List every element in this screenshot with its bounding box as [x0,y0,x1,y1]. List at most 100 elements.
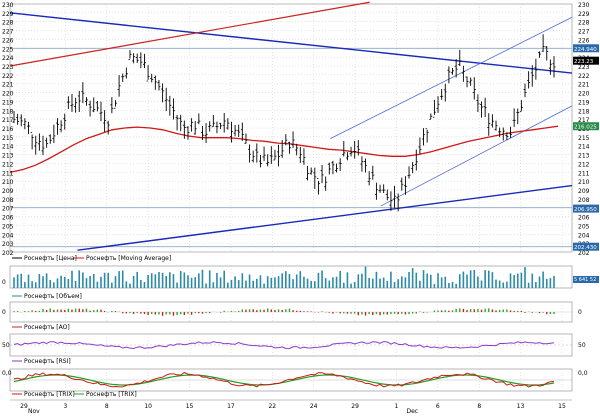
price-tag [573,204,599,213]
price-tag [573,242,599,251]
y-tick-label: 210 [578,179,590,186]
legend-ao: Роснефть [AO] [24,324,70,331]
y-tick-label-left: 216 [2,126,14,133]
trix-scale-left: 0,0 [2,370,12,377]
volume-tag-label: 5 641 52 [574,277,596,283]
x-tick-label: 1 [395,403,399,410]
y-tick-label: 205 [578,223,590,230]
legends: Роснефть [Цена] Роснефть [Moving Average]… [12,255,171,398]
moving-average-line [9,125,559,173]
x-tick-label: 6 [436,403,440,410]
channel-line-lower [380,105,573,207]
trix-scale-right: 0,0 [578,370,588,377]
y-tick-label: 228 [578,20,590,27]
trend-line-support [77,184,573,251]
y-tick-label: 220 [578,91,590,98]
y-tick-label-left: 203 [2,241,14,248]
y-tick-label: 208 [578,197,590,204]
ao-scale-right: 0 [578,309,582,316]
x-tick-label: 3 [63,403,67,410]
price-tag-label: 216.025 [574,125,597,131]
x-tick-label: 15 [186,403,194,410]
y-tick-label-left: 214 [2,144,14,151]
y-tick-label-left: 217 [2,117,14,124]
x-tick-label: 29 [20,403,28,410]
legend-trix: Роснефть [TRIX] [24,391,75,398]
y-tick-label: 215 [578,135,590,142]
x-tick-label: 17 [227,403,235,410]
y-tick-label: 202 [578,250,590,257]
rsi-scale-right: 50 [578,342,586,349]
y-tick-label: 218 [578,108,590,115]
y-tick-label-left: 230 [2,2,14,9]
legend-volume: Роснефть [Объем] [24,293,82,300]
y-tick-label-left: 220 [2,91,14,98]
y-tick-label-left: 224 [2,55,14,62]
y-tick-label: 212 [578,161,590,168]
rsi-line [13,341,555,350]
x-tick-label: 8 [105,403,109,410]
x-tick-label: 24 [310,403,318,410]
x-tick-label: 29 [351,403,359,410]
y-tick-label: 230 [578,2,590,9]
trend-line-resistance [9,12,573,74]
price-panel[interactable] [9,1,573,251]
y-tick-label-left: 213 [2,153,14,160]
x-tick-label: 22 [268,403,276,410]
x-tick-label: 15 [558,403,566,410]
price-tag [573,44,599,53]
y-tick-label: 227 [578,29,590,36]
y-tick-label-left: 205 [2,223,14,230]
y-tick-label-left: 210 [2,179,14,186]
legend-trix-2: Роснефть [TRIX] [86,391,137,398]
y-tick-label-left: 228 [2,20,14,27]
channel-line-upper [330,16,573,139]
y-tick-label-left: 218 [2,108,14,115]
volume-scale-left: 0 [2,279,6,286]
y-tick-label-left: 215 [2,135,14,142]
price-tag-label: 202.430 [574,245,597,251]
x-tick-label: 13 [517,403,525,410]
legend-rsi: Роснефть [RSI] [24,358,71,365]
indicator-panels[interactable] [10,266,572,388]
y-tick-label-left: 207 [2,206,14,213]
y-tick-label-left: 202 [2,250,14,257]
y-tick-label: 206 [578,215,590,222]
rsi-scale-left: 50 [2,342,10,349]
price-tag [573,122,599,131]
legend-price: Роснефть [Цена] [24,255,77,262]
y-tick-label-left: 226 [2,37,14,44]
y-tick-label-left: 229 [2,11,14,18]
volume-tag [573,276,599,283]
y-tick-label-left: 219 [2,99,14,106]
y-tick-label-left: 212 [2,161,14,168]
y-tick-label-left: 225 [2,46,14,53]
y-tick-label-left: 204 [2,232,14,239]
trix-line [13,371,555,388]
y-tick-label-left: 208 [2,197,14,204]
y-tick-label-left: 227 [2,29,14,36]
y-tick-label: 226 [578,37,590,44]
y-tick-label: 223 [578,64,590,71]
trend-line-red [9,1,370,67]
y-tick-label-left: 222 [2,73,14,80]
y-tick-label: 214 [578,144,590,151]
y-tick-label: 222 [578,73,590,80]
x-tick-label: 8 [477,403,481,410]
y-tick-label: 229 [578,11,590,18]
y-tick-label-left: 209 [2,188,14,195]
month-label: Nov [28,408,40,413]
y-tick-label: 219 [578,99,590,106]
x-tick-label: 10 [144,403,152,410]
price-tag [573,56,599,65]
price-tag-label: 206.950 [574,207,597,213]
y-tick-label: 217 [578,117,590,124]
y-tick-label-left: 206 [2,215,14,222]
legend-ma: Роснефть [Moving Average] [86,255,171,262]
price-tag-label: 224.940 [574,47,597,53]
y-tick-label-left: 211 [2,170,14,177]
ao-scale-left: 0 [2,309,6,316]
